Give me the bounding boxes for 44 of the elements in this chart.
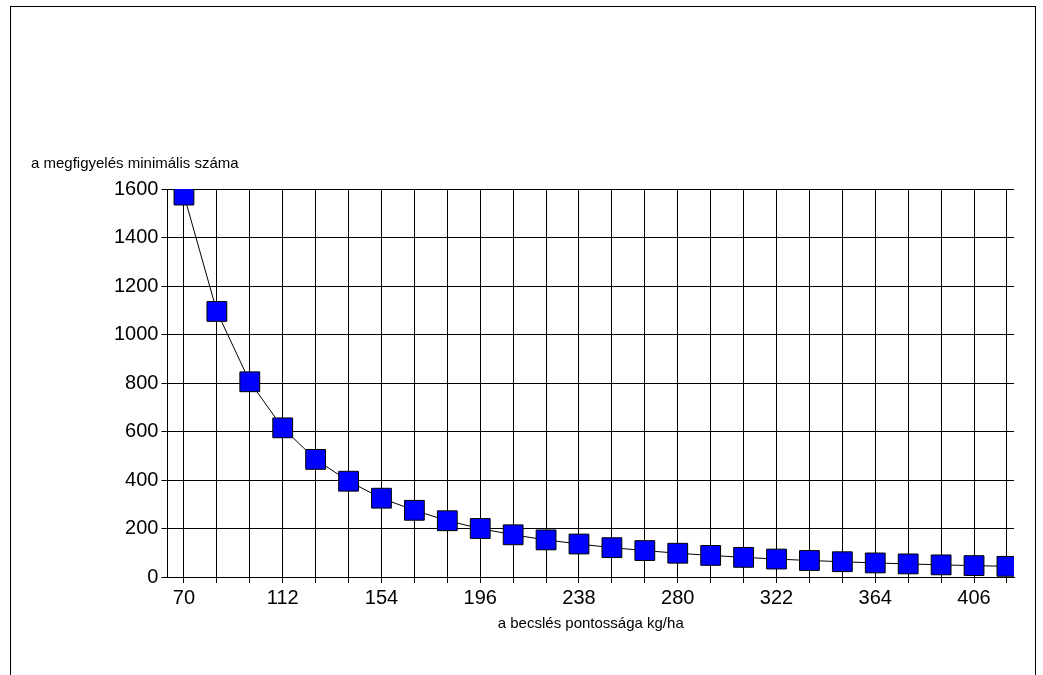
x-tick-label: 70: [172, 585, 196, 608]
x-tick-label: 322: [759, 585, 794, 608]
point: [897, 553, 919, 575]
y-tick-label: 800: [125, 370, 159, 393]
x-tick-label: 406: [957, 585, 991, 608]
point: [206, 301, 228, 322]
point: [864, 552, 886, 574]
point: [963, 555, 985, 576]
y-axis-title: a megfigyelés minimális száma: [31, 153, 240, 171]
point: [799, 550, 820, 571]
y-tick-label: 1400: [113, 225, 159, 248]
x-axis-title: a becslés pontossága kg/ha: [497, 614, 685, 632]
x-tick-label: 196: [463, 585, 497, 608]
point: [338, 470, 359, 492]
y-tick-label: 1000: [113, 322, 159, 345]
y-tick-label: 200: [125, 516, 159, 539]
point: [502, 524, 524, 546]
point: [667, 542, 689, 564]
point: [535, 529, 557, 551]
x-tick-label: 280: [661, 585, 695, 608]
x-tick-label: 112: [266, 585, 299, 608]
point: [403, 499, 425, 521]
point: [700, 545, 722, 566]
x-tick-label: 238: [562, 585, 596, 608]
y-tick-label: 1600: [113, 176, 159, 199]
point: [436, 510, 458, 532]
point: [239, 371, 261, 393]
point: [305, 448, 327, 470]
x-tick-label: 154: [364, 585, 399, 608]
point: [766, 548, 787, 570]
y-tick-label: 400: [125, 467, 159, 490]
point: [469, 518, 491, 539]
point: [601, 537, 623, 559]
point: [733, 546, 754, 568]
point: [634, 540, 656, 561]
point: [371, 487, 392, 509]
point: [568, 533, 590, 555]
point: [831, 551, 853, 573]
y-tick-label: 1200: [113, 273, 159, 296]
y-tick-label: 600: [125, 419, 159, 442]
y-tick-label: 0: [147, 564, 159, 587]
x-tick-label: 364: [858, 585, 892, 608]
point: [272, 417, 294, 439]
point: [930, 554, 952, 576]
